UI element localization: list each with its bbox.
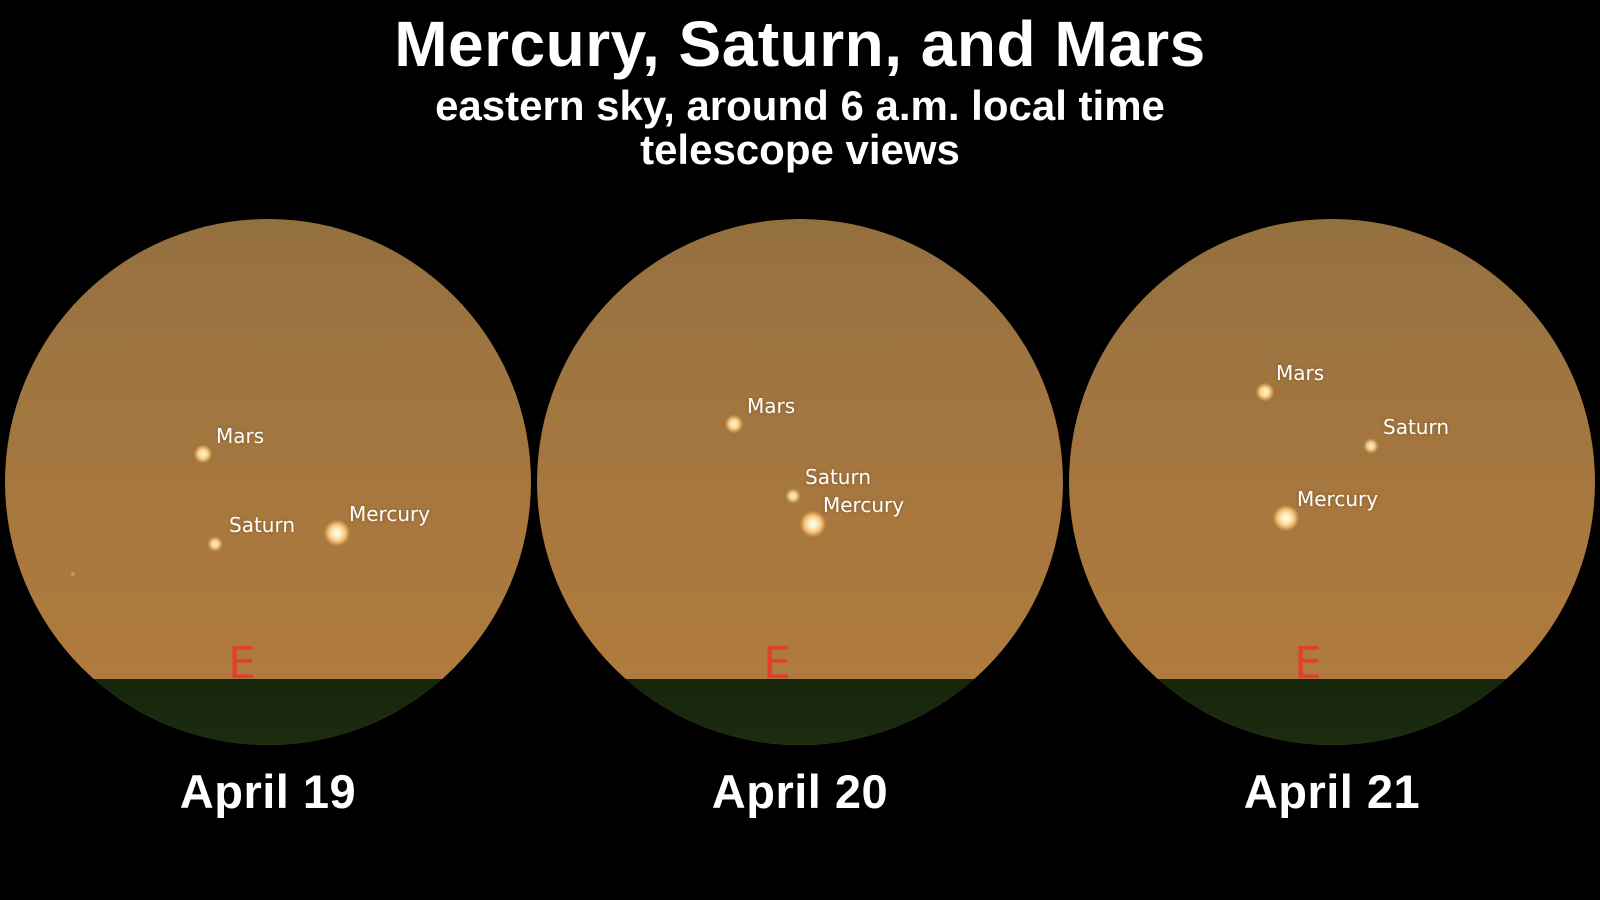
date-label: April 21 [1243,765,1421,818]
planet-label-mars: Mars [1276,361,1325,385]
planet-dot-mars [194,445,212,463]
planet-dot-saturn [207,536,223,552]
planet-dot-mercury [324,520,350,546]
planet-dot-mercury [1273,505,1299,531]
horizon-ground [1069,679,1595,745]
telescope-view-2: E Mars Saturn Mercury April 20 [537,219,1063,859]
horizon-ground [537,679,1063,745]
date-label: April 20 [711,765,889,818]
subtitle-telescope-views: telescope views [640,126,960,174]
planet-label-mercury: Mercury [349,502,431,526]
page-title: Mercury, Saturn, and Mars [394,8,1206,80]
planet-dot-saturn [1363,438,1379,454]
horizon-ground [5,679,531,745]
telescope-view-3: E Mars Saturn Mercury April 21 [1069,219,1595,859]
east-label: E [763,638,791,689]
header: Mercury, Saturn, and Mars eastern sky, a… [0,0,1600,172]
planet-label-saturn: Saturn [805,465,872,489]
telescope-view-1: E Mars Saturn Mercury April 19 [5,219,531,859]
planet-label-saturn: Saturn [1383,415,1450,439]
planet-label-mercury: Mercury [1297,487,1379,511]
east-label: E [1294,638,1322,689]
east-label: E [228,638,256,689]
planet-dot-saturn [785,488,801,504]
sky-circle: E Mars Saturn Mercury [537,219,1063,745]
planet-label-mars: Mars [747,394,796,418]
sky-circle: E Mars Saturn Mercury [1069,219,1595,745]
planet-label-mercury: Mercury [823,493,905,517]
subtitle-sky-time: eastern sky, around 6 a.m. local time [435,82,1165,129]
sky-circle: E Mars Saturn Mercury [5,219,531,745]
planet-dot-mars [725,415,743,433]
planet-dot-mars [1256,383,1274,401]
planet-label-saturn: Saturn [229,513,296,537]
date-label: April 19 [179,765,357,818]
planet-label-mars: Mars [216,424,265,448]
faint-star [70,571,76,577]
